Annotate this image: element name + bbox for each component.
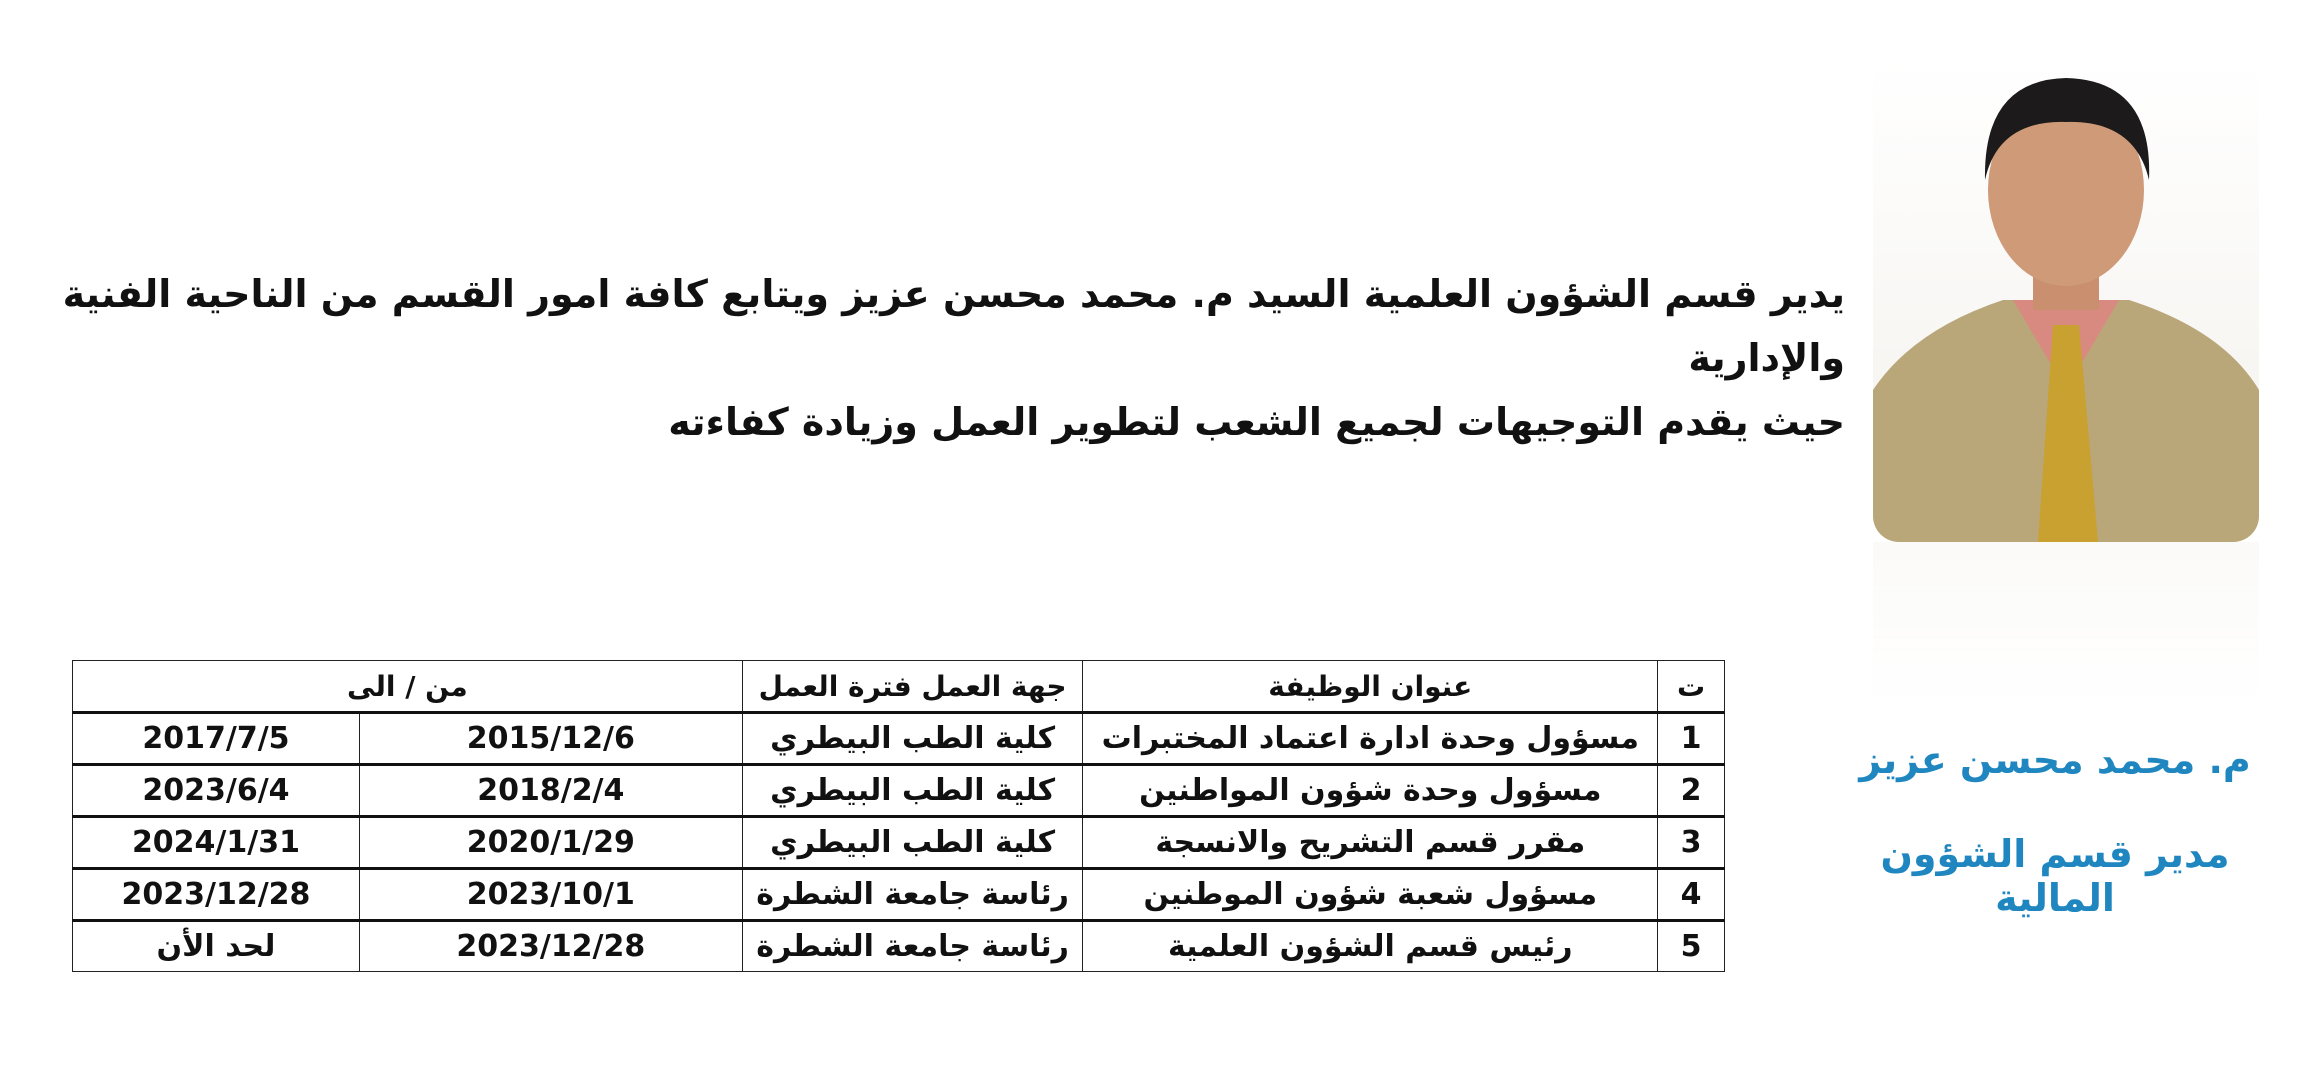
cell-place: كلية الطب البيطري (741, 711, 1084, 765)
cell-to: 2017/7/5 (72, 711, 360, 765)
table-row: 3 مقرر قسم التشريح والانسجة كلية الطب ال… (72, 815, 1725, 869)
table-header: ت عنوان الوظيفة جهة العمل فترة العمل من … (72, 660, 1725, 713)
cell-place: كلية الطب البيطري (741, 763, 1084, 817)
table-row: 5 رئيس قسم الشؤون العلمية رئاسة جامعة ال… (72, 919, 1725, 972)
cell-no: 4 (1657, 867, 1725, 921)
cell-place: رئاسة جامعة الشطرة (741, 867, 1084, 921)
cell-job: مسؤول وحدة شؤون المواطنين (1082, 763, 1659, 817)
profile-name: م. محمد محسن عزيز (1859, 738, 2251, 782)
intro-paragraph: يدير قسم الشؤون العلمية السيد م. محمد مح… (30, 262, 1845, 454)
table-row: 4 مسؤول شعبة شؤون الموطنين رئاسة جامعة ا… (72, 867, 1725, 921)
cell-no: 3 (1657, 815, 1725, 869)
header-period: من / الى (72, 660, 743, 713)
cell-from: 2023/12/28 (358, 919, 743, 972)
intro-line-1: يدير قسم الشؤون العلمية السيد م. محمد مح… (62, 272, 1845, 380)
cell-to: 2023/6/4 (72, 763, 360, 817)
cell-to: 2023/12/28 (72, 867, 360, 921)
cell-from: 2023/10/1 (358, 867, 743, 921)
cell-job: مسؤول وحدة ادارة اعتماد المختبرات (1082, 711, 1659, 765)
cell-place: كلية الطب البيطري (741, 815, 1084, 869)
table-row: 2 مسؤول وحدة شؤون المواطنين كلية الطب ال… (72, 763, 1725, 817)
cell-to: لحد الأن (72, 919, 360, 972)
table-row: 1 مسؤول وحدة ادارة اعتماد المختبرات كلية… (72, 711, 1725, 765)
cell-from: 2020/1/29 (358, 815, 743, 869)
cell-from: 2015/12/6 (358, 711, 743, 765)
intro-line-2: حيث يقدم التوجيهات لجميع الشعب لتطوير ال… (668, 400, 1845, 444)
cell-no: 1 (1657, 711, 1725, 765)
header-place: جهة العمل فترة العمل (741, 660, 1084, 713)
cell-job: مسؤول شعبة شؤون الموطنين (1082, 867, 1659, 921)
portrait-reflection (1873, 542, 2259, 702)
cell-no: 5 (1657, 919, 1725, 972)
cell-place: رئاسة جامعة الشطرة (741, 919, 1084, 972)
header-no: ت (1657, 660, 1725, 713)
cell-from: 2018/2/4 (358, 763, 743, 817)
cell-to: 2024/1/31 (72, 815, 360, 869)
profile-title: مدير قسم الشؤون المالية (1880, 832, 2230, 920)
cell-no: 2 (1657, 763, 1725, 817)
header-job: عنوان الوظيفة (1082, 660, 1659, 713)
cell-job: رئيس قسم الشؤون العلمية (1082, 919, 1659, 972)
cell-job: مقرر قسم التشريح والانسجة (1082, 815, 1659, 869)
career-table: ت عنوان الوظيفة جهة العمل فترة العمل من … (72, 660, 1725, 972)
portrait-photo (1873, 60, 2259, 542)
